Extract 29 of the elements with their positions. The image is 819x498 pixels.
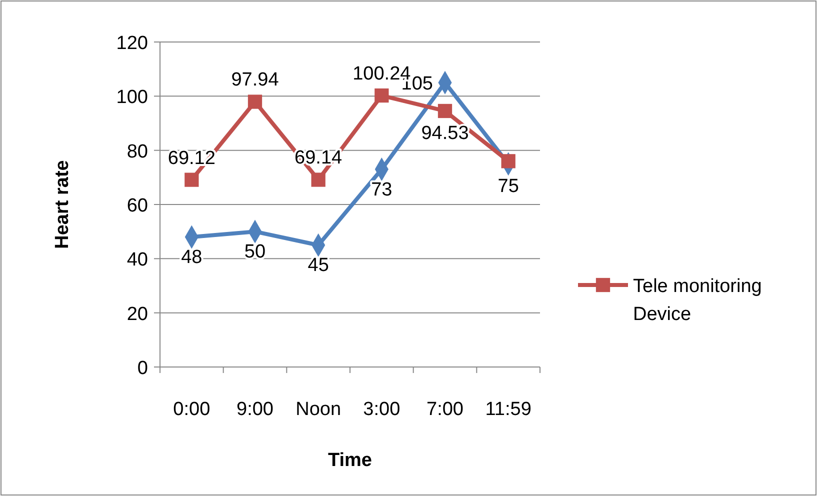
- point: [501, 154, 516, 168]
- y-axis-title: Heart rate: [52, 160, 73, 249]
- x-tick-label: Noon: [296, 399, 342, 420]
- data-label: 73: [371, 179, 392, 200]
- x-tick-label: 0:00: [173, 399, 210, 420]
- x-tick-label: 9:00: [236, 399, 274, 420]
- y-tick-label: 20: [126, 304, 148, 325]
- data-label: 97.94: [231, 70, 280, 91]
- data-label: 50: [244, 242, 266, 263]
- x-tick-label: 7:00: [426, 399, 464, 420]
- point: [311, 172, 326, 187]
- y-tick-label: 40: [126, 250, 148, 271]
- data-label: 45: [308, 255, 329, 276]
- y-tick-label: 120: [116, 33, 148, 54]
- y-tick-label: 80: [126, 141, 148, 162]
- point: [248, 94, 262, 109]
- y-tick-label: 100: [116, 87, 148, 108]
- x-axis-title: Time: [328, 450, 372, 471]
- point: [438, 104, 452, 118]
- x-tick-label: 11:59: [485, 399, 532, 420]
- point: [374, 88, 389, 103]
- data-label: 48: [181, 247, 202, 268]
- data-label: 75: [498, 176, 519, 197]
- x-tick-label: 3:00: [363, 399, 400, 420]
- data-label: 94.53: [421, 122, 469, 144]
- point: [184, 172, 199, 187]
- y-tick-label: 60: [126, 196, 148, 216]
- y-tick-label: 0: [137, 358, 148, 379]
- legend-label: Tele monitoring Device: [633, 276, 762, 325]
